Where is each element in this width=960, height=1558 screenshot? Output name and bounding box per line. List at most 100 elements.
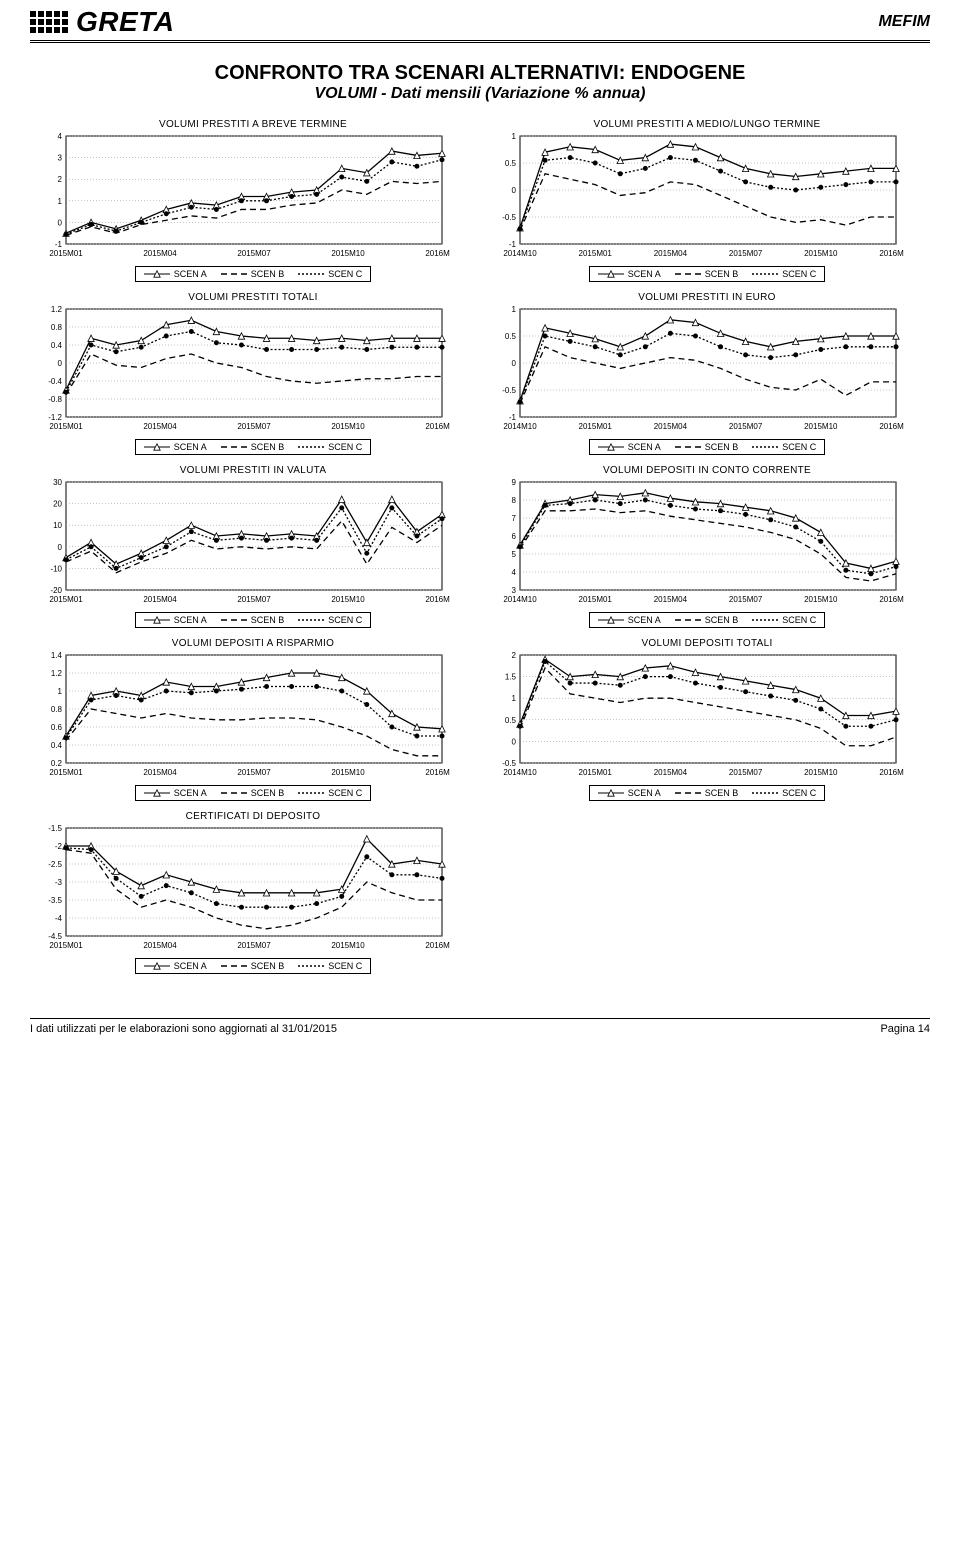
legend-label: SCEN B	[251, 961, 285, 971]
svg-text:2015M10: 2015M10	[804, 768, 838, 777]
legend-item: SCEN C	[298, 961, 362, 971]
svg-text:-4.5: -4.5	[48, 932, 62, 941]
chart-legend: SCEN ASCEN BSCEN C	[135, 439, 372, 455]
svg-text:-3.5: -3.5	[48, 896, 62, 905]
legend-item: SCEN B	[675, 615, 739, 625]
svg-text:0: 0	[58, 359, 63, 368]
legend-item: SCEN A	[144, 442, 207, 452]
legend-item: SCEN C	[752, 615, 816, 625]
chart-legend: SCEN ASCEN BSCEN C	[589, 785, 826, 801]
svg-text:2015M10: 2015M10	[331, 422, 365, 431]
legend-label: SCEN A	[174, 442, 207, 452]
svg-text:2016M01: 2016M01	[425, 595, 450, 604]
charts-grid: VOLUMI PRESTITI A BREVE TERMINE -1012342…	[0, 119, 960, 988]
legend-item: SCEN A	[144, 269, 207, 279]
svg-text:2015M04: 2015M04	[143, 422, 177, 431]
legend-item: SCEN C	[752, 442, 816, 452]
chart-legend: SCEN ASCEN BSCEN C	[589, 266, 826, 282]
svg-text:0: 0	[512, 186, 517, 195]
page-subtitle: VOLUMI - Dati mensili (Variazione % annu…	[0, 85, 960, 103]
legend-item: SCEN B	[221, 788, 285, 798]
chart-title: VOLUMI PRESTITI A MEDIO/LUNGO TERMINE	[484, 119, 930, 130]
svg-text:2015M01: 2015M01	[49, 595, 83, 604]
svg-text:2015M01: 2015M01	[49, 249, 83, 258]
svg-text:2015M07: 2015M07	[729, 768, 763, 777]
legend-item: SCEN C	[752, 269, 816, 279]
svg-text:-3: -3	[55, 878, 63, 887]
svg-text:0.5: 0.5	[505, 159, 517, 168]
header-divider	[30, 40, 930, 44]
svg-text:0: 0	[512, 737, 517, 746]
chart-title: VOLUMI PRESTITI IN VALUTA	[30, 465, 476, 476]
logo-text: GRETA	[76, 6, 174, 38]
svg-text:-2: -2	[55, 842, 63, 851]
svg-text:-1: -1	[509, 413, 517, 422]
svg-text:2014M10: 2014M10	[503, 768, 537, 777]
svg-text:-0.4: -0.4	[48, 377, 62, 386]
svg-text:0.6: 0.6	[51, 723, 63, 732]
svg-text:2015M10: 2015M10	[331, 595, 365, 604]
legend-label: SCEN A	[174, 788, 207, 798]
chart-plot: -20-1001020302015M012015M042015M072015M1…	[30, 478, 450, 608]
svg-text:2015M04: 2015M04	[143, 941, 177, 950]
svg-text:10: 10	[53, 521, 62, 530]
svg-text:-4: -4	[55, 914, 63, 923]
svg-text:2015M04: 2015M04	[654, 595, 688, 604]
legend-item: SCEN C	[298, 615, 362, 625]
chart-legend: SCEN A SCEN B SCEN C	[589, 612, 826, 628]
legend-label: SCEN C	[328, 788, 362, 798]
svg-text:20: 20	[53, 500, 62, 509]
legend-item: SCEN A	[598, 269, 661, 279]
svg-text:0.5: 0.5	[505, 332, 517, 341]
chart-plot: -4.5-4-3.5-3-2.5-2-1.52015M012015M042015…	[30, 824, 450, 954]
chart-plot: -1.2-0.8-0.400.40.81.22015M012015M042015…	[30, 305, 450, 435]
svg-text:5: 5	[512, 550, 517, 559]
svg-text:2015M04: 2015M04	[654, 768, 688, 777]
chart-title: VOLUMI DEPOSITI A RISPARMIO	[30, 638, 476, 649]
svg-text:3: 3	[512, 586, 517, 595]
legend-label: SCEN B	[705, 442, 739, 452]
logo: GRETA	[30, 6, 174, 38]
chart-legend: SCEN A SCEN B SCEN C	[135, 785, 372, 801]
legend-item: SCEN B	[221, 961, 285, 971]
svg-text:0: 0	[58, 543, 63, 552]
svg-text:1: 1	[512, 132, 517, 141]
svg-text:2015M04: 2015M04	[654, 249, 688, 258]
chart-plot: 0.20.40.60.811.21.42015M012015M042015M07…	[30, 651, 450, 781]
svg-text:0.8: 0.8	[51, 323, 63, 332]
logo-dots-icon	[30, 11, 68, 33]
svg-text:2015M01: 2015M01	[49, 941, 83, 950]
svg-text:1: 1	[58, 687, 63, 696]
footer-right: Pagina 14	[880, 1023, 930, 1035]
legend-label: SCEN A	[628, 788, 661, 798]
svg-text:3: 3	[58, 154, 63, 163]
svg-text:2015M10: 2015M10	[804, 595, 838, 604]
chart-panel: CERTIFICATI DI DEPOSITO -4.5 -4 -3.5 -3 -2.5…	[30, 811, 476, 978]
legend-label: SCEN B	[251, 615, 285, 625]
legend-label: SCEN A	[628, 615, 661, 625]
svg-text:2015M01: 2015M01	[579, 249, 613, 258]
chart-legend: SCEN ASCEN BSCEN C	[135, 266, 372, 282]
legend-item: SCEN C	[298, 788, 362, 798]
svg-text:-2.5: -2.5	[48, 860, 62, 869]
header-right-label: MEFIM	[878, 13, 930, 31]
svg-text:2014M10: 2014M10	[503, 249, 537, 258]
page-footer: I dati utilizzati per le elaborazioni so…	[30, 1018, 930, 1035]
chart-title: CERTIFICATI DI DEPOSITO	[30, 811, 476, 822]
svg-text:2015M10: 2015M10	[331, 941, 365, 950]
svg-text:0.5: 0.5	[505, 716, 517, 725]
chart-legend: SCEN ASCEN BSCEN C	[589, 439, 826, 455]
chart-panel: VOLUMI PRESTITI IN VALUTA -20-1001020302…	[30, 465, 476, 632]
svg-text:-0.5: -0.5	[502, 386, 516, 395]
svg-text:8: 8	[512, 496, 517, 505]
svg-text:2015M04: 2015M04	[143, 768, 177, 777]
legend-label: SCEN C	[782, 615, 816, 625]
legend-item: SCEN A	[598, 788, 661, 798]
legend-label: SCEN C	[782, 269, 816, 279]
chart-plot: -1-0.500.512014M102015M012015M042015M072…	[484, 132, 904, 262]
chart-title: VOLUMI DEPOSITI IN CONTO CORRENTE	[484, 465, 930, 476]
svg-text:2015M01: 2015M01	[49, 422, 83, 431]
svg-text:1.4: 1.4	[51, 651, 63, 660]
page-header: GRETA MEFIM	[0, 0, 960, 40]
chart-plot: -0.500.511.522014M102015M012015M042015M0…	[484, 651, 904, 781]
